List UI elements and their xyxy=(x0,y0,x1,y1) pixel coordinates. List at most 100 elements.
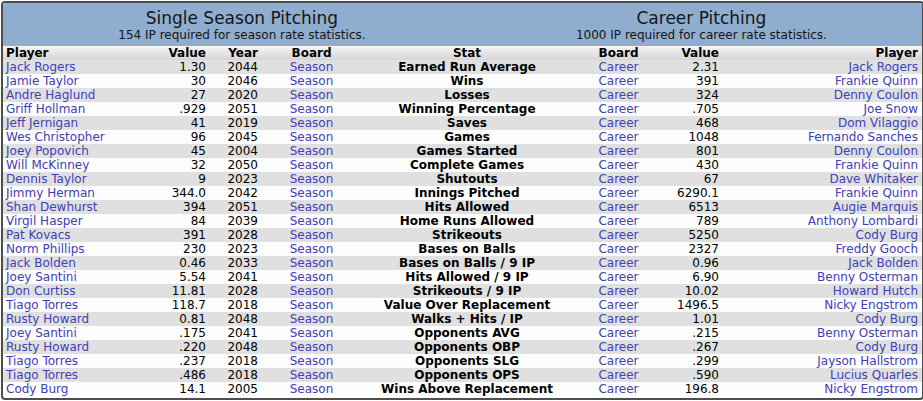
career-player-link[interactable]: Cody Burg xyxy=(721,340,922,354)
season-player-link[interactable]: Cody Burg xyxy=(3,382,133,396)
season-board-link[interactable]: Season xyxy=(260,88,363,102)
career-board-link[interactable]: Career xyxy=(571,74,666,88)
season-player-link[interactable]: Will McKinney xyxy=(3,158,133,172)
career-board-link[interactable]: Career xyxy=(571,312,666,326)
season-board-link[interactable]: Season xyxy=(260,116,363,130)
season-board-link[interactable]: Season xyxy=(260,186,363,200)
career-player-link[interactable]: Fernando Sanches xyxy=(721,130,922,144)
season-board-link[interactable]: Season xyxy=(260,256,363,270)
career-value: 324 xyxy=(666,88,721,102)
career-board-link[interactable]: Career xyxy=(571,144,666,158)
career-player-link[interactable]: Jack Bolden xyxy=(721,256,922,270)
career-board-link[interactable]: Career xyxy=(571,368,666,382)
season-board-link[interactable]: Season xyxy=(260,242,363,256)
season-player-link[interactable]: Jack Bolden xyxy=(3,256,133,270)
career-board-link[interactable]: Career xyxy=(571,186,666,200)
season-board-link[interactable]: Season xyxy=(260,200,363,214)
career-player-link[interactable]: Dom Vilaggio xyxy=(721,116,922,130)
season-player-link[interactable]: Joey Santini xyxy=(3,326,133,340)
stat-name: Saves xyxy=(363,116,571,130)
career-player-link[interactable]: Frankie Quinn xyxy=(721,186,922,200)
season-board-link[interactable]: Season xyxy=(260,284,363,298)
season-board-link[interactable]: Season xyxy=(260,382,363,396)
season-player-link[interactable]: Rusty Howard xyxy=(3,312,133,326)
career-player-link[interactable]: Dave Whitaker xyxy=(721,172,922,186)
career-board-link[interactable]: Career xyxy=(571,88,666,102)
season-board-link[interactable]: Season xyxy=(260,354,363,368)
career-board-link[interactable]: Career xyxy=(571,382,666,396)
career-board-link[interactable]: Career xyxy=(571,200,666,214)
season-board-link[interactable]: Season xyxy=(260,326,363,340)
season-player-link[interactable]: Andre Haglund xyxy=(3,88,133,102)
season-board-link[interactable]: Season xyxy=(260,172,363,186)
season-player-link[interactable]: Jeff Jernigan xyxy=(3,116,133,130)
career-player-link[interactable]: Jayson Hallstrom xyxy=(721,354,922,368)
career-board-link[interactable]: Career xyxy=(571,158,666,172)
career-board-link[interactable]: Career xyxy=(571,172,666,186)
season-player-link[interactable]: Jack Rogers xyxy=(3,60,133,74)
career-player-link[interactable]: Cody Burg xyxy=(721,312,922,326)
season-player-link[interactable]: Shan Dewhurst xyxy=(3,200,133,214)
career-player-link[interactable]: Augie Marquis xyxy=(721,200,922,214)
career-board-link[interactable]: Career xyxy=(571,298,666,312)
season-player-link[interactable]: Rusty Howard xyxy=(3,340,133,354)
season-board-link[interactable]: Season xyxy=(260,144,363,158)
career-board-link[interactable]: Career xyxy=(571,214,666,228)
career-player-link[interactable]: Freddy Gooch xyxy=(721,242,922,256)
season-board-link[interactable]: Season xyxy=(260,74,363,88)
record-row: Tiago Torres .486 2018 Season Opponents … xyxy=(3,368,922,382)
career-player-link[interactable]: Cody Burg xyxy=(721,228,922,242)
career-board-link[interactable]: Career xyxy=(571,228,666,242)
career-board-link[interactable]: Career xyxy=(571,102,666,116)
career-board-link[interactable]: Career xyxy=(571,326,666,340)
season-board-link[interactable]: Season xyxy=(260,340,363,354)
season-year: 2028 xyxy=(208,284,260,298)
career-player-link[interactable]: Benny Osterman xyxy=(721,270,922,284)
season-player-link[interactable]: Wes Christopher xyxy=(3,130,133,144)
career-board-link[interactable]: Career xyxy=(571,284,666,298)
career-board-link[interactable]: Career xyxy=(571,270,666,284)
career-player-link[interactable]: Denny Coulon xyxy=(721,144,922,158)
career-player-link[interactable]: Frankie Quinn xyxy=(721,74,922,88)
season-player-link[interactable]: Jimmy Herman xyxy=(3,186,133,200)
season-player-link[interactable]: Joey Santini xyxy=(3,270,133,284)
season-player-link[interactable]: Joey Popovich xyxy=(3,144,133,158)
season-board-link[interactable]: Season xyxy=(260,214,363,228)
season-player-link[interactable]: Norm Phillips xyxy=(3,242,133,256)
career-player-link[interactable]: Jack Rogers xyxy=(721,60,922,74)
career-board-link[interactable]: Career xyxy=(571,242,666,256)
season-player-link[interactable]: Tiago Torres xyxy=(3,298,133,312)
season-board-link[interactable]: Season xyxy=(260,270,363,284)
season-board-link[interactable]: Season xyxy=(260,130,363,144)
career-board-link[interactable]: Career xyxy=(571,60,666,74)
season-board-link[interactable]: Season xyxy=(260,102,363,116)
career-board-link[interactable]: Career xyxy=(571,354,666,368)
season-player-link[interactable]: Virgil Hasper xyxy=(3,214,133,228)
career-player-link[interactable]: Frankie Quinn xyxy=(721,158,922,172)
career-board-link[interactable]: Career xyxy=(571,116,666,130)
career-board-link[interactable]: Career xyxy=(571,340,666,354)
season-player-link[interactable]: Griff Hollman xyxy=(3,102,133,116)
season-board-link[interactable]: Season xyxy=(260,228,363,242)
season-board-link[interactable]: Season xyxy=(260,60,363,74)
career-player-link[interactable]: Joe Snow xyxy=(721,102,922,116)
season-player-link[interactable]: Tiago Torres xyxy=(3,354,133,368)
career-player-link[interactable]: Denny Coulon xyxy=(721,88,922,102)
career-player-link[interactable]: Lucius Quarles xyxy=(721,368,922,382)
season-board-link[interactable]: Season xyxy=(260,158,363,172)
season-board-link[interactable]: Season xyxy=(260,312,363,326)
season-player-link[interactable]: Jamie Taylor xyxy=(3,74,133,88)
career-player-link[interactable]: Benny Osterman xyxy=(721,326,922,340)
season-board-link[interactable]: Season xyxy=(260,368,363,382)
career-player-link[interactable]: Nicky Engstrom xyxy=(721,298,922,312)
season-player-link[interactable]: Dennis Taylor xyxy=(3,172,133,186)
career-board-link[interactable]: Career xyxy=(571,256,666,270)
career-player-link[interactable]: Nicky Engstrom xyxy=(721,382,922,396)
season-player-link[interactable]: Pat Kovacs xyxy=(3,228,133,242)
career-board-link[interactable]: Career xyxy=(571,130,666,144)
career-player-link[interactable]: Anthony Lombardi xyxy=(721,214,922,228)
season-player-link[interactable]: Don Curtiss xyxy=(3,284,133,298)
season-board-link[interactable]: Season xyxy=(260,298,363,312)
season-player-link[interactable]: Tiago Torres xyxy=(3,368,133,382)
career-player-link[interactable]: Howard Hutch xyxy=(721,284,922,298)
